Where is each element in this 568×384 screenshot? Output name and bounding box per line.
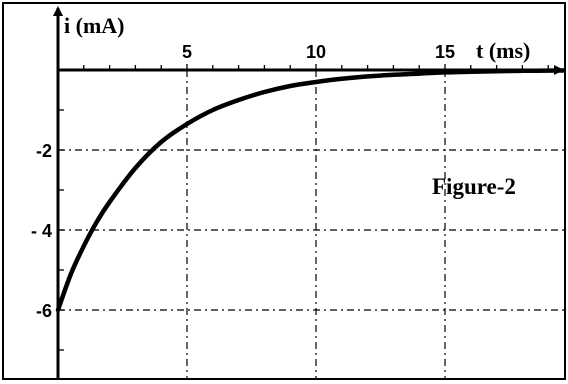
x-axis-title: t (ms) <box>476 38 530 63</box>
x-tick-label-15: 15 <box>435 42 455 62</box>
figure-label: Figure-2 <box>432 174 516 199</box>
labels: 5 10 15 -2 - 4 -6 i (mA) t (ms) Figure-2 <box>31 13 530 321</box>
curve-layer <box>55 68 564 313</box>
y-axis-title: i (mA) <box>64 13 124 38</box>
y-tick-label-4: - 4 <box>31 221 52 241</box>
y-tick-label-2: -2 <box>36 141 52 161</box>
chart-frame: 5 10 15 -2 - 4 -6 i (mA) t (ms) Figure-2 <box>2 2 566 380</box>
x-tick-label-5: 5 <box>182 42 192 62</box>
grid-lines <box>58 70 564 378</box>
current-curve <box>55 68 564 313</box>
current-decay-chart: 5 10 15 -2 - 4 -6 i (mA) t (ms) Figure-2 <box>31 6 564 378</box>
x-tick-label-10: 10 <box>306 42 326 62</box>
y-tick-label-6: -6 <box>36 301 52 321</box>
